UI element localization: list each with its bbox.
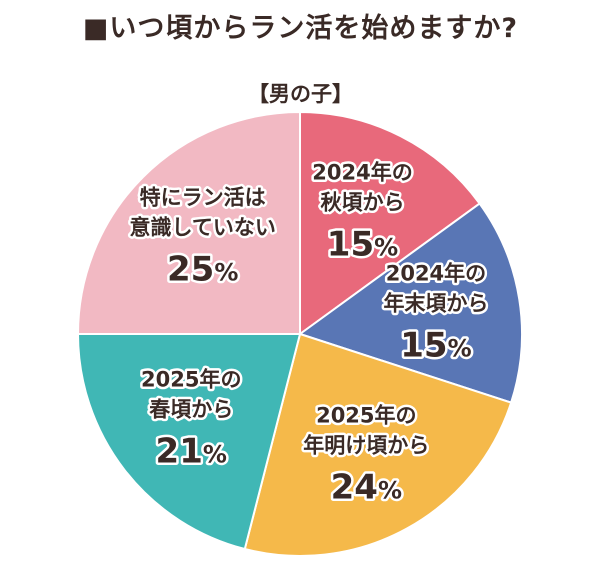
slice-3-category-line-1: 2025年の [316, 404, 416, 428]
slice-5-category-line-1: 特にラン活は [140, 186, 266, 210]
slice-5-wedge [76, 110, 301, 335]
slice-4-category-line-2: 春頃から [149, 397, 233, 421]
slice-1-category-line-2: 秋頃から [320, 190, 404, 214]
slice-4-percent: 21% [156, 431, 227, 471]
slice-2-category-line-2: 年末頃から [383, 291, 488, 315]
slice-1-percent: 15% [327, 224, 398, 264]
slice-1-category-line-1: 2024年の [312, 160, 412, 184]
slice-2-percent: 15% [400, 325, 471, 365]
slice-2-category-line-1: 2024年の [386, 261, 486, 285]
slice-5-category-line-2: 意識していない [129, 216, 275, 240]
slice-3-percent: 24% [331, 468, 402, 508]
slice-3-wedge [243, 332, 513, 557]
slice-2-wedge [297, 202, 523, 404]
slice-5-percent: 25% [167, 250, 238, 290]
chart-title: ■いつ頃からラン活を始めますか? [82, 13, 519, 44]
slice-3-category-line-2: 年明け頃から [303, 434, 429, 458]
slice-4-category-line-1: 2025年の [141, 367, 241, 391]
slice-1-wedge [299, 110, 481, 336]
slice-4-wedge [76, 333, 302, 551]
chart-subtitle: 【男の子】 [248, 82, 353, 106]
